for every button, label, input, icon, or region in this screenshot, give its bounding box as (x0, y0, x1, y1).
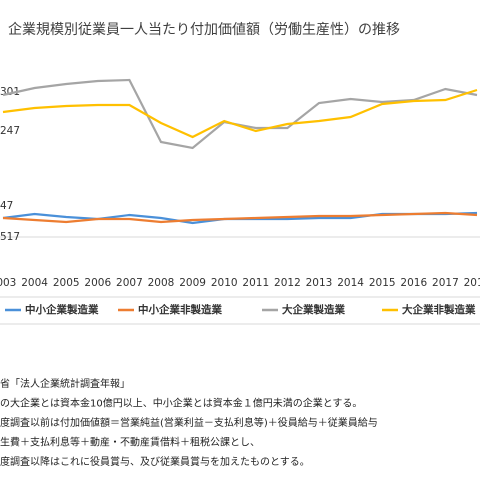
note: 度調査以降はこれに役員賞与、及び従業員賞与を加えたものとする。 (0, 455, 310, 468)
x-tick-label: 2011 (242, 277, 269, 289)
x-tick-label: 2004 (21, 277, 48, 289)
x-tick-label: 2013 (306, 277, 333, 289)
legend-box (0, 296, 480, 325)
x-tick-label: 2009 (179, 277, 206, 289)
x-tick-label: 2012 (274, 277, 301, 289)
x-tick-label: 2010 (211, 277, 238, 289)
x-tick-label: 2015 (369, 277, 396, 289)
series-line (2, 88, 478, 139)
chart-title: 企業規模別従業員一人当たり付加価値額（労働生産性）の推移 (8, 21, 400, 38)
x-tick-label: 2016 (400, 277, 427, 289)
annotation: 517 (0, 231, 20, 243)
x-tick-label: 2018 (464, 277, 480, 289)
note: 省「法人企業統計調査年報」 (0, 377, 130, 390)
legend-label: 中小企業製造業 (25, 303, 99, 316)
legend-label: 中小企業非製造業 (138, 303, 222, 316)
x-tick-label: 2017 (432, 277, 459, 289)
note: 度調査以前は付加価値額＝営業純益(営業利益－支払利息等)＋役員給与＋従業員給与 (0, 416, 378, 429)
x-tick-label: 2003 (0, 277, 16, 289)
note: 生費＋支払利息等＋動産・不動産賃借料＋租税公課とし、 (0, 436, 260, 449)
legend-label: 大企業製造業 (282, 303, 345, 316)
x-tick-label: 2006 (84, 277, 111, 289)
series-line (2, 78, 478, 150)
legend-label: 大企業非製造業 (402, 303, 476, 316)
annotation: 247 (0, 125, 20, 137)
note: の大企業とは資本金10億円以上、中小企業とは資本金１億円未満の企業とする。 (0, 397, 362, 410)
x-tick-label: 2005 (53, 277, 80, 289)
x-tick-label: 2007 (116, 277, 143, 289)
x-tick-label: 2014 (337, 277, 364, 289)
x-tick-label: 2008 (148, 277, 175, 289)
series-line (2, 211, 478, 224)
annotation: 47 (0, 200, 13, 212)
